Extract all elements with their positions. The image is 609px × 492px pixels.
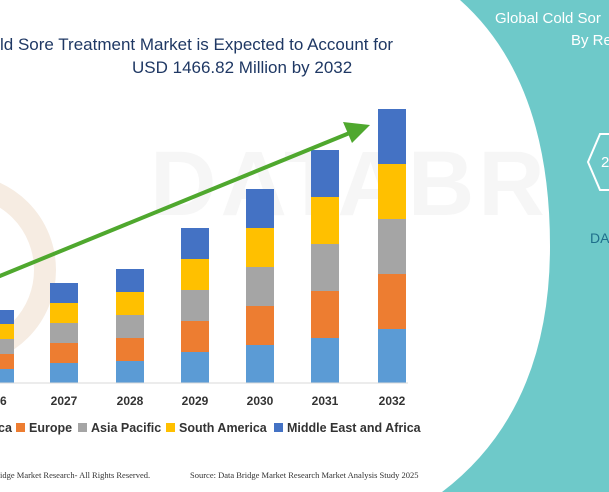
sidebar-sub-label: DA (590, 230, 609, 246)
x-tick-label: 2032 (379, 394, 406, 408)
hexagon-label: 2 (601, 154, 609, 171)
bar-segment-2028-0 (116, 361, 144, 383)
bar-segment-2031-3 (311, 197, 339, 244)
legend-label: Asia Pacific (91, 421, 161, 435)
bar-segment-2032-0 (378, 329, 406, 383)
bar-segment-2029-1 (181, 321, 209, 352)
bar-segment-2032-3 (378, 164, 406, 219)
legend-label: ca (0, 421, 13, 435)
bar-segment-2030-3 (246, 228, 274, 267)
bar-segment-2030-4 (246, 189, 274, 228)
bar-segment-2029-2 (181, 290, 209, 321)
bar-segment-2028-1 (116, 338, 144, 361)
x-tick-label: 2028 (117, 394, 144, 408)
x-tick-label: 26 (0, 394, 7, 408)
trend-arrow-line (0, 130, 353, 279)
bar-segment-2029-3 (181, 259, 209, 290)
hexagon-badge (586, 133, 609, 191)
legend-swatch (16, 423, 25, 432)
bar-segment-26-2 (0, 339, 14, 354)
bar-segment-2031-1 (311, 291, 339, 338)
bar-segment-2028-4 (116, 269, 144, 292)
bar-segment-2029-0 (181, 352, 209, 383)
legend-swatch (166, 423, 175, 432)
bar-segment-2031-4 (311, 150, 339, 197)
bar-segment-2032-4 (378, 109, 406, 164)
chart-title-line-1: ld Sore Treatment Market is Expected to … (0, 35, 393, 54)
footer-copyright: idge Market Research- All Rights Reserve… (0, 470, 150, 480)
legend-swatch (274, 423, 283, 432)
x-tick-label: 2031 (312, 394, 339, 408)
bar-segment-2027-1 (50, 343, 78, 363)
bar-segment-2031-2 (311, 244, 339, 291)
legend-swatch (78, 423, 87, 432)
bar-segment-2028-3 (116, 292, 144, 315)
bar-segment-2030-0 (246, 345, 274, 383)
footer-source: Source: Data Bridge Market Research Mark… (190, 470, 419, 480)
bar-segment-26-1 (0, 354, 14, 369)
bar-segment-2030-2 (246, 267, 274, 306)
legend-label: South America (179, 421, 268, 435)
legend-label: Europe (29, 421, 72, 435)
bar-segment-2028-2 (116, 315, 144, 338)
x-tick-label: 2027 (51, 394, 78, 408)
bar-segment-26-3 (0, 324, 14, 339)
x-tick-labels: 26 2027 2028 2029 2030 2031 2032 (0, 394, 406, 408)
bar-segment-2031-0 (311, 338, 339, 383)
bar-segment-2032-1 (378, 274, 406, 329)
x-tick-label: 2030 (247, 394, 274, 408)
bar-segment-2032-2 (378, 219, 406, 274)
bar-segment-2027-2 (50, 323, 78, 343)
trend-arrow-head (343, 122, 370, 143)
sidebar-panel (442, 0, 609, 492)
bar-group (0, 109, 406, 383)
sidebar-heading-line-2: By Re (571, 32, 609, 49)
chart-title-line-2: USD 1466.82 Million by 2032 (132, 58, 352, 77)
legend-label: Middle East and Africa (287, 421, 422, 435)
bar-segment-2030-1 (246, 306, 274, 345)
bar-segment-26-4 (0, 310, 14, 324)
bar-segment-2027-0 (50, 363, 78, 383)
bar-segment-26-0 (0, 369, 14, 383)
sidebar-heading-line-1: Global Cold Sor (495, 10, 601, 27)
bar-segment-2027-3 (50, 303, 78, 323)
x-tick-label: 2029 (182, 394, 209, 408)
bar-segment-2027-4 (50, 283, 78, 303)
legend: ca Europe Asia Pacific South America Middle … (0, 421, 422, 435)
bar-segment-2029-4 (181, 228, 209, 259)
